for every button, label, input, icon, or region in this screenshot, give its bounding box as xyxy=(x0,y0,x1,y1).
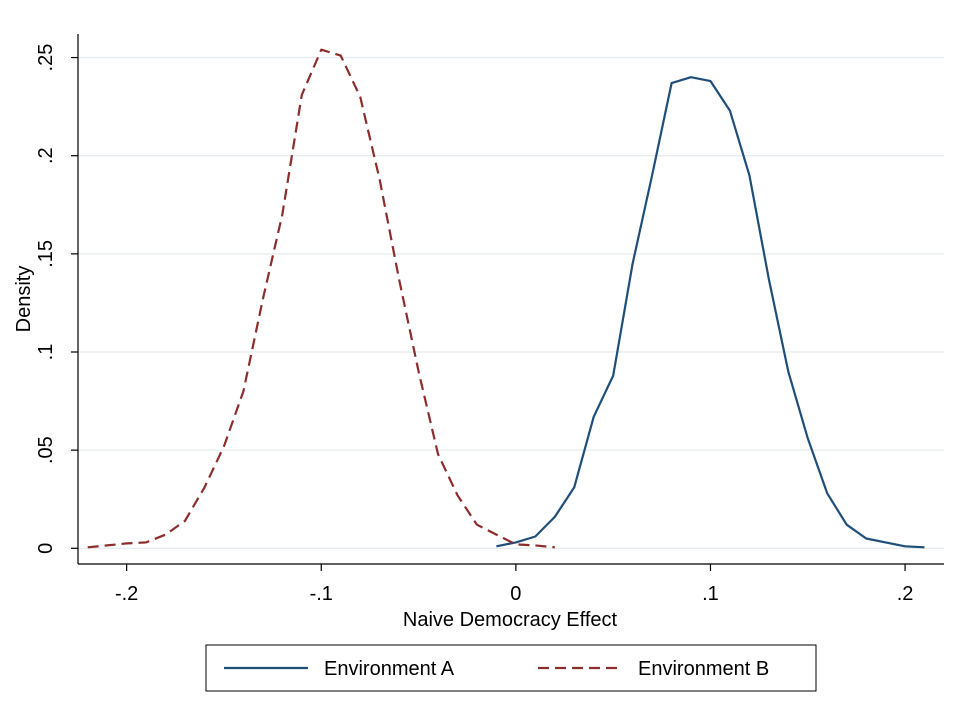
gridlines xyxy=(78,56,944,549)
x-axis-title: Naive Democracy Effect xyxy=(403,609,618,631)
y-axis-title: Density xyxy=(13,266,35,333)
x-tick-label: -.2 xyxy=(115,583,138,605)
x-tick-label: .2 xyxy=(897,583,914,605)
x-ticks: -.2 -.1 0 .1 .2 xyxy=(115,564,913,605)
legend-label: Environment A xyxy=(324,658,455,680)
x-tick-label: -.1 xyxy=(310,583,333,605)
x-tick-label: 0 xyxy=(510,583,521,605)
y-tick-label: 0 xyxy=(35,543,57,554)
y-tick-label: .25 xyxy=(35,44,57,72)
y-tick-label: .2 xyxy=(35,147,57,164)
y-tick-label: .05 xyxy=(35,436,57,464)
x-tick-label: .1 xyxy=(702,583,719,605)
series-line-environment-a xyxy=(496,76,925,549)
y-tick-label: .15 xyxy=(35,240,57,268)
legend: Environment A Environment B xyxy=(205,644,817,692)
series-line-environment-b xyxy=(87,48,555,549)
y-tick-label: .1 xyxy=(35,344,57,361)
plot-background xyxy=(78,34,944,564)
legend-label: Environment B xyxy=(638,658,769,680)
y-ticks: 0 .05 .1 .15 .2 .25 xyxy=(35,44,78,554)
series-layer xyxy=(87,48,925,549)
